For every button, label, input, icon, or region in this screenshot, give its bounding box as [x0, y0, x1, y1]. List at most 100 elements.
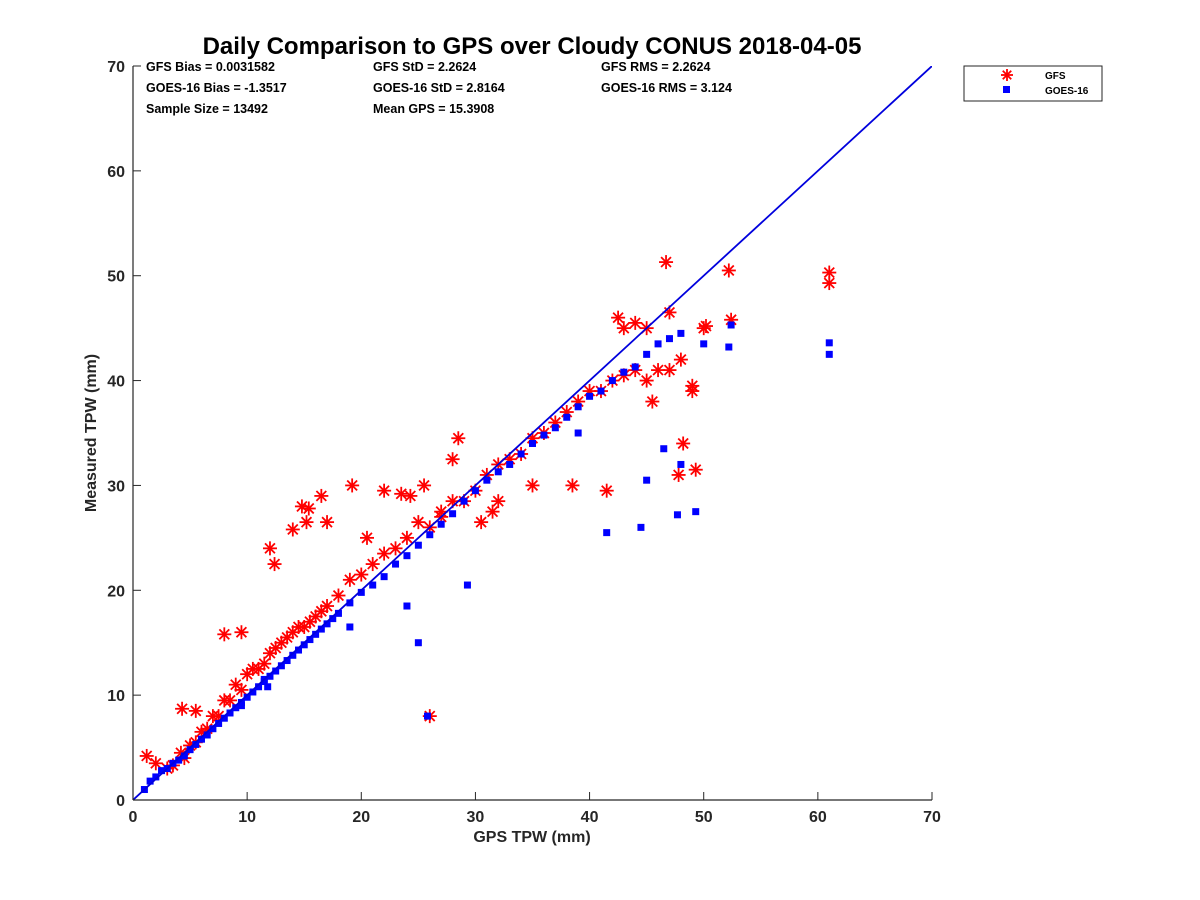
- axis-ticks: 0 10 20 30 40 50 60 70 0 10 20 30 40 50 60 70: [107, 59, 941, 826]
- gfs-point: [671, 467, 686, 482]
- goes16-point: [574, 429, 582, 437]
- one-to-one-line: [133, 66, 932, 800]
- goes16-point: [449, 510, 457, 518]
- stat-text: GFS StD = 2.2624: [373, 60, 476, 74]
- gfs-point: [685, 384, 700, 399]
- goes16-point: [643, 476, 651, 484]
- gfs-point: [359, 530, 374, 545]
- gfs-point: [345, 478, 360, 493]
- goes16-point: [700, 340, 708, 348]
- x-axis-label: GPS TPW (mm): [473, 829, 590, 846]
- gfs-point: [616, 321, 631, 336]
- gfs-point: [394, 486, 409, 501]
- goes16-point: [637, 523, 645, 531]
- goes16-point: [272, 667, 280, 675]
- x-tick-label: 40: [581, 809, 599, 826]
- goes16-point: [529, 439, 536, 447]
- gfs-point: [320, 599, 335, 614]
- y-tick-label: 30: [107, 478, 125, 495]
- gfs-point: [645, 394, 660, 409]
- gfs-point: [721, 263, 736, 278]
- goes16-point: [249, 688, 257, 696]
- gfs-point: [628, 315, 643, 330]
- goes16-point: [563, 413, 571, 421]
- gfs-point: [148, 756, 163, 771]
- goes16-point: [483, 476, 491, 484]
- goes16-point: [620, 368, 628, 376]
- goes16-point: [346, 599, 354, 607]
- goes16-point: [203, 731, 211, 739]
- stat-text: GOES-16 Bias = -1.3517: [146, 81, 287, 95]
- goes16-point: [825, 339, 833, 347]
- gfs-point: [302, 614, 317, 629]
- goes16-point: [158, 767, 166, 775]
- y-tick-label: 0: [116, 793, 125, 810]
- y-tick-label: 50: [107, 269, 125, 286]
- goes16-point: [654, 340, 662, 348]
- goes16-point: [574, 403, 582, 411]
- goes16-point: [551, 424, 559, 432]
- goes16-point: [209, 725, 217, 733]
- gfs-point: [451, 431, 466, 446]
- goes16-point: [437, 520, 445, 528]
- stat-text: GOES-16 StD = 2.8164: [373, 81, 505, 95]
- goes16-point: [264, 683, 272, 691]
- goes16-point: [317, 625, 325, 633]
- goes16-point: [423, 712, 431, 720]
- goes16-point: [220, 714, 228, 722]
- goes16-point: [426, 531, 434, 539]
- gfs-point: [525, 478, 540, 493]
- goes16-point: [215, 719, 223, 727]
- goes16-point: [192, 740, 200, 748]
- gfs-point: [651, 363, 666, 378]
- y-tick-label: 70: [107, 59, 125, 76]
- goes16-point: [825, 350, 833, 358]
- goes16-point: [603, 529, 611, 537]
- goes16-point: [460, 497, 468, 505]
- goes16-point: [306, 636, 314, 644]
- goes16-point: [597, 387, 605, 395]
- goes16-point: [727, 321, 735, 329]
- gfs-point: [234, 682, 249, 697]
- gfs-point: [822, 276, 837, 291]
- gfs-point: [659, 255, 674, 270]
- gfs-point: [175, 701, 190, 716]
- x-tick-label: 30: [467, 809, 485, 826]
- goes16-point: [380, 573, 388, 581]
- goes16-point: [608, 377, 616, 385]
- goes16-point: [660, 445, 668, 453]
- gfs-point: [320, 515, 335, 530]
- goes16-point: [323, 620, 331, 628]
- goes16-point: [180, 752, 188, 760]
- gfs-point: [565, 478, 580, 493]
- gfs-point: [673, 352, 688, 367]
- legend-marker-gfs: [1001, 69, 1013, 81]
- legend-label-gfs: GFS: [1045, 71, 1066, 82]
- goes16-point: [277, 662, 285, 670]
- goes16-point: [673, 511, 681, 519]
- goes16-point: [197, 735, 205, 743]
- goes16-point: [226, 709, 234, 717]
- gfs-point: [139, 748, 154, 763]
- goes16-point: [152, 773, 160, 781]
- goes16-point: [329, 615, 337, 623]
- goes16-point: [506, 460, 514, 468]
- gfs-point: [445, 452, 460, 467]
- gfs-point: [377, 546, 392, 561]
- gfs-point: [474, 515, 489, 530]
- gfs-point: [403, 488, 418, 503]
- gfs-point: [639, 373, 654, 388]
- legend: GFS GOES-16: [963, 65, 1103, 102]
- goes16-point: [255, 683, 263, 691]
- stat-text: GFS Bias = 0.0031582: [146, 60, 275, 74]
- gfs-point: [377, 483, 392, 498]
- plot-marks: [133, 66, 932, 800]
- gfs-point: [262, 541, 277, 556]
- goes16-point: [295, 646, 303, 654]
- x-tick-label: 70: [923, 809, 941, 826]
- gfs-point: [285, 522, 300, 537]
- x-tick-label: 0: [129, 809, 138, 826]
- goes16-point: [186, 746, 194, 754]
- goes16-point: [369, 581, 377, 589]
- goes16-point: [631, 363, 639, 371]
